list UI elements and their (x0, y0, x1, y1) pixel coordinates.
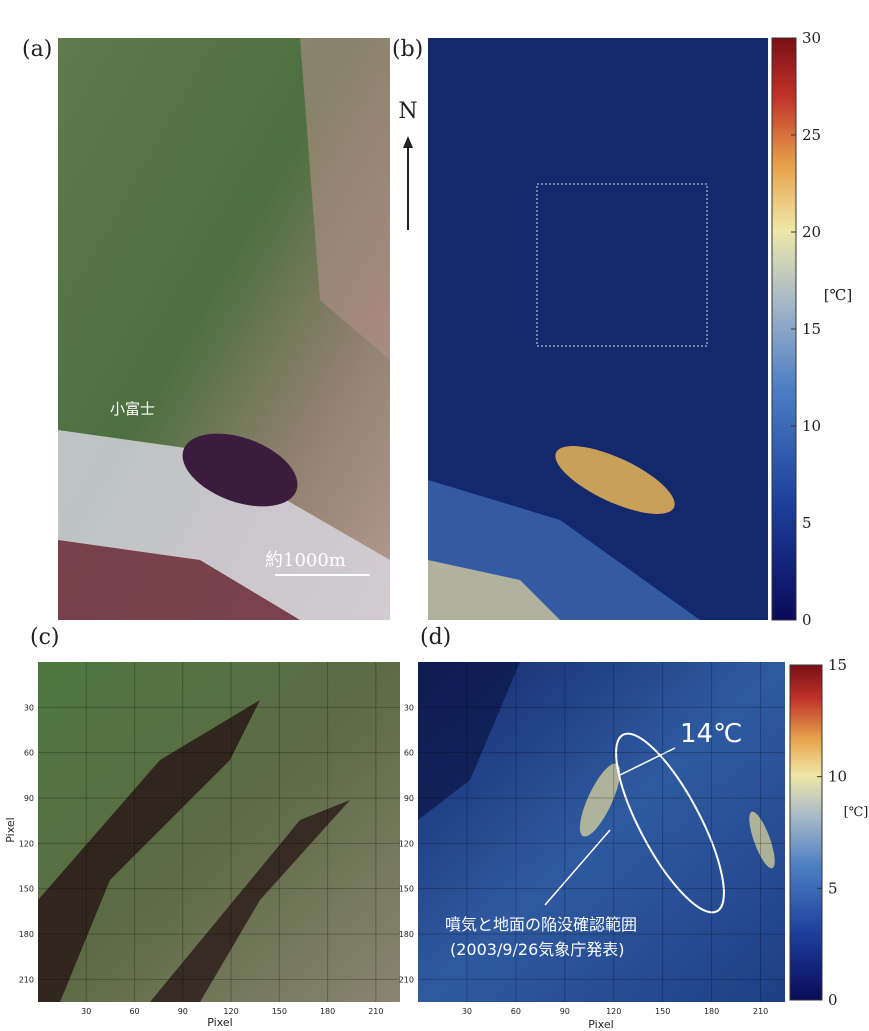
colorbar-tick-label: 30 (802, 29, 821, 47)
x-tick-label: 30 (81, 1007, 91, 1016)
y-tick-label: 60 (404, 749, 414, 758)
y-tick-label: 60 (24, 749, 34, 758)
colorbar (790, 665, 822, 1000)
x-tick-label: 180 (704, 1007, 719, 1016)
y-tick-label: 90 (404, 794, 414, 803)
y-tick-label: 150 (399, 885, 414, 894)
y-tick-label: 90 (24, 794, 34, 803)
place-label: 小富士 (110, 400, 155, 418)
panel-label: (d) (420, 625, 451, 650)
colorbar-tick-label: 10 (828, 768, 847, 786)
x-axis-label: Pixel (207, 1016, 232, 1029)
colorbar-tick-label: 5 (802, 514, 812, 532)
note: (2003/9/26気象庁発表) (450, 940, 625, 959)
y-tick-label: 150 (19, 885, 34, 894)
x-axis-label: Pixel (588, 1018, 613, 1031)
arrow-head (403, 136, 413, 148)
colorbar-tick-label: 20 (802, 223, 821, 241)
x-tick-label: 180 (320, 1007, 335, 1016)
colorbar-unit: [℃] (824, 286, 852, 304)
panel-label: (c) (30, 625, 60, 650)
colorbar-tick-label: 0 (802, 611, 812, 629)
note: 噴気と地面の陥没確認範囲 (445, 915, 637, 934)
y-tick-label: 210 (19, 975, 34, 984)
x-tick-label: 60 (129, 1007, 139, 1016)
colorbar-tick-label: 0 (828, 991, 838, 1009)
figure: (a) 小富士 約1000m N (b) [℃] (c) Pixel Pixel… (0, 0, 869, 1031)
y-tick-label: 120 (399, 839, 414, 848)
x-tick-label: 90 (178, 1007, 188, 1016)
panel-label: (b) (392, 37, 423, 62)
y-tick-label: 180 (19, 930, 34, 939)
y-tick-label: 30 (24, 703, 34, 712)
north-label: N (398, 99, 417, 124)
x-tick-label: 60 (511, 1007, 521, 1016)
y-tick-label: 210 (399, 975, 414, 984)
x-tick-label: 120 (606, 1007, 621, 1016)
colorbar-tick-label: 25 (802, 126, 821, 144)
x-tick-label: 150 (272, 1007, 287, 1016)
colorbar-tick-label: 5 (828, 879, 838, 897)
y-tick-label: 180 (399, 930, 414, 939)
colorbar-tick-label: 15 (828, 656, 847, 674)
colorbar-tick-label: 10 (802, 417, 821, 435)
y-tick-label: 120 (19, 839, 34, 848)
x-tick-label: 210 (753, 1007, 768, 1016)
colorbar-unit: [℃] (844, 805, 869, 820)
x-tick-label: 210 (368, 1007, 383, 1016)
x-tick-label: 30 (462, 1007, 472, 1016)
scale-label: 約1000m (265, 550, 346, 571)
y-axis-label: Pixel (4, 817, 17, 842)
y-tick-label: 30 (404, 703, 414, 712)
panel-label: (a) (22, 37, 52, 62)
x-tick-label: 150 (655, 1007, 670, 1016)
colorbar-tick-label: 15 (802, 320, 821, 338)
x-tick-label: 90 (560, 1007, 570, 1016)
x-tick-label: 120 (223, 1007, 238, 1016)
